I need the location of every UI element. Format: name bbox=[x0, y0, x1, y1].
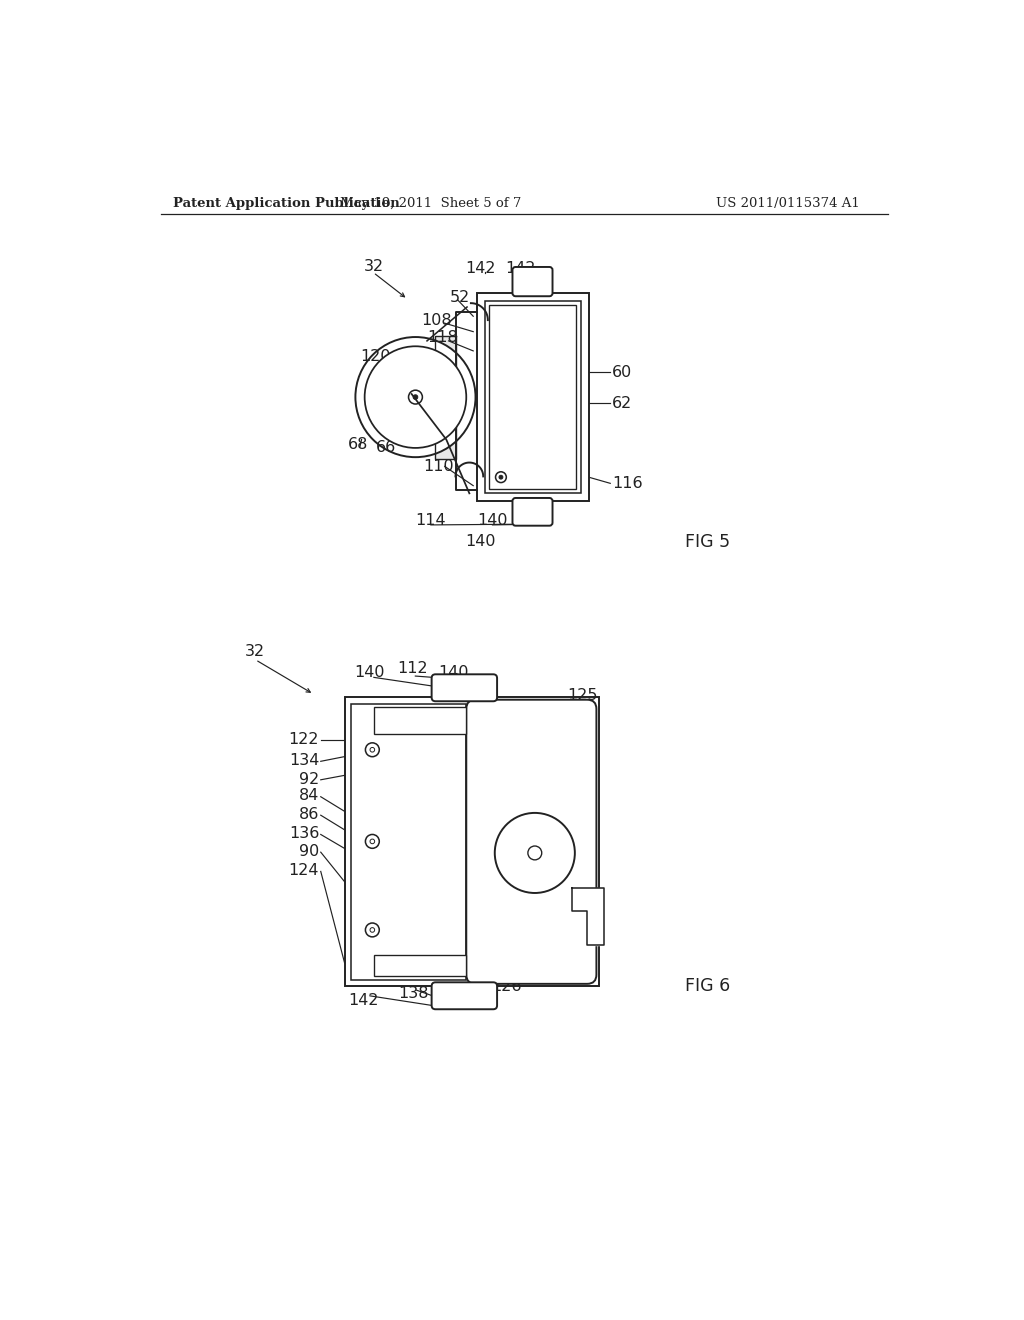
FancyBboxPatch shape bbox=[512, 267, 553, 296]
Text: 32: 32 bbox=[364, 259, 384, 273]
Bar bbox=[374, 708, 466, 734]
Text: May 19, 2011  Sheet 5 of 7: May 19, 2011 Sheet 5 of 7 bbox=[340, 197, 521, 210]
Bar bbox=[489, 305, 577, 488]
Text: 118: 118 bbox=[427, 330, 458, 346]
Text: 52: 52 bbox=[451, 289, 470, 305]
Text: 132: 132 bbox=[567, 843, 598, 859]
Text: 62: 62 bbox=[611, 396, 632, 411]
Text: 140: 140 bbox=[466, 535, 497, 549]
Text: 140: 140 bbox=[438, 665, 469, 680]
Text: 112: 112 bbox=[397, 661, 428, 676]
Polygon shape bbox=[571, 887, 604, 945]
Text: 142: 142 bbox=[506, 261, 537, 276]
Text: 142: 142 bbox=[466, 261, 497, 276]
Text: 32: 32 bbox=[245, 644, 264, 659]
Text: 110: 110 bbox=[423, 459, 454, 474]
Bar bbox=[374, 954, 466, 977]
Text: 142: 142 bbox=[444, 993, 475, 1007]
Text: Patent Application Publication: Patent Application Publication bbox=[173, 197, 399, 210]
FancyBboxPatch shape bbox=[432, 675, 497, 701]
Text: 114: 114 bbox=[416, 512, 446, 528]
Text: 125: 125 bbox=[567, 688, 598, 704]
Circle shape bbox=[496, 471, 506, 483]
FancyBboxPatch shape bbox=[512, 498, 553, 525]
Bar bbox=[477, 293, 589, 502]
Circle shape bbox=[499, 475, 503, 479]
Text: 127: 127 bbox=[567, 705, 598, 721]
Text: 86: 86 bbox=[299, 807, 319, 822]
Text: 84: 84 bbox=[299, 788, 319, 804]
Circle shape bbox=[366, 743, 379, 756]
Circle shape bbox=[413, 395, 418, 400]
Text: 128: 128 bbox=[567, 866, 598, 880]
Text: 92: 92 bbox=[299, 771, 319, 787]
Circle shape bbox=[370, 928, 375, 932]
Text: 126: 126 bbox=[492, 978, 521, 994]
Text: 140: 140 bbox=[477, 512, 508, 528]
Polygon shape bbox=[435, 335, 456, 459]
Text: 134: 134 bbox=[289, 752, 319, 768]
Text: 108: 108 bbox=[422, 313, 453, 327]
Circle shape bbox=[495, 813, 574, 892]
Text: 130: 130 bbox=[567, 722, 598, 738]
Text: 90: 90 bbox=[299, 843, 319, 859]
Text: 120: 120 bbox=[360, 348, 390, 364]
FancyBboxPatch shape bbox=[432, 982, 497, 1010]
Text: 138: 138 bbox=[398, 986, 429, 1002]
Circle shape bbox=[370, 840, 375, 843]
Text: 142: 142 bbox=[348, 993, 379, 1007]
Circle shape bbox=[366, 834, 379, 849]
Text: US 2011/0115374 A1: US 2011/0115374 A1 bbox=[716, 197, 859, 210]
Circle shape bbox=[355, 337, 475, 457]
Bar bbox=[484, 301, 581, 494]
Text: FIG 6: FIG 6 bbox=[685, 977, 730, 995]
Text: 82: 82 bbox=[402, 826, 423, 841]
Text: 116: 116 bbox=[611, 475, 642, 491]
Text: 122: 122 bbox=[289, 733, 319, 747]
FancyBboxPatch shape bbox=[466, 700, 596, 983]
Circle shape bbox=[528, 846, 542, 859]
Text: 124: 124 bbox=[289, 863, 319, 878]
Bar bbox=[345, 697, 599, 986]
Text: 140: 140 bbox=[354, 665, 384, 680]
Text: 60: 60 bbox=[611, 364, 632, 380]
Circle shape bbox=[365, 346, 466, 447]
Text: 66: 66 bbox=[376, 440, 395, 454]
Circle shape bbox=[409, 391, 422, 404]
Text: 136: 136 bbox=[289, 826, 319, 841]
Text: FIG 5: FIG 5 bbox=[685, 533, 730, 550]
Circle shape bbox=[370, 747, 375, 752]
Text: 68: 68 bbox=[348, 437, 368, 453]
Bar bbox=[351, 704, 466, 979]
Text: 60: 60 bbox=[567, 747, 588, 763]
Circle shape bbox=[366, 923, 379, 937]
